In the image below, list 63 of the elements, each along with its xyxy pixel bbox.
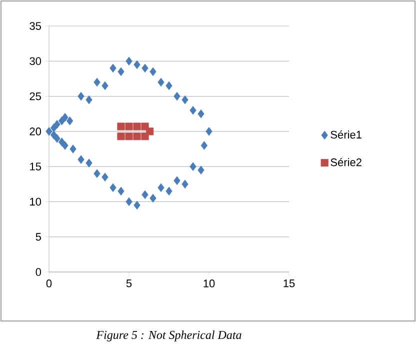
point xyxy=(78,92,84,101)
point xyxy=(150,194,156,203)
point xyxy=(190,106,196,115)
legend-label: Série2 xyxy=(330,158,362,166)
point xyxy=(125,132,133,140)
point xyxy=(54,134,60,143)
point xyxy=(206,127,212,136)
point xyxy=(134,60,140,70)
point xyxy=(142,64,148,73)
point xyxy=(182,180,188,189)
point xyxy=(190,162,196,171)
point xyxy=(198,109,204,118)
point xyxy=(102,172,108,182)
point xyxy=(118,186,124,196)
y-tick-label: 10 xyxy=(30,198,42,206)
point xyxy=(78,155,84,164)
point xyxy=(110,183,116,192)
point xyxy=(174,176,180,186)
y-tick-label: 15 xyxy=(30,162,41,170)
point xyxy=(94,78,100,87)
point xyxy=(158,183,164,192)
point xyxy=(146,128,154,136)
point xyxy=(54,120,60,129)
point xyxy=(66,116,74,126)
point xyxy=(166,186,172,196)
y-tick-label: 20 xyxy=(30,128,42,136)
point xyxy=(158,78,164,87)
legend-label: Série1 xyxy=(330,130,362,139)
point xyxy=(102,81,108,90)
point xyxy=(182,95,188,104)
point xyxy=(118,67,124,76)
point xyxy=(133,122,141,130)
y-tick-label: 30 xyxy=(30,57,42,66)
point xyxy=(125,122,133,130)
point xyxy=(86,95,92,104)
x-tick-label: 5 xyxy=(126,280,132,288)
point xyxy=(117,132,125,140)
point xyxy=(150,67,156,76)
point xyxy=(110,64,116,73)
point xyxy=(94,169,100,178)
y-tick-label: 5 xyxy=(36,233,41,241)
x-tick-label: 10 xyxy=(204,280,215,288)
y-tick-label: 0 xyxy=(36,268,42,276)
y-tick-label: 35 xyxy=(30,22,41,30)
point xyxy=(46,127,52,136)
x-tick-label: 0 xyxy=(46,280,52,288)
y-tick-label: 25 xyxy=(30,92,41,100)
point xyxy=(117,122,125,130)
point xyxy=(133,132,141,140)
point xyxy=(126,197,132,206)
point xyxy=(174,92,180,101)
point xyxy=(62,141,68,150)
point xyxy=(198,166,204,174)
point xyxy=(70,144,76,154)
point xyxy=(166,81,172,90)
point xyxy=(126,56,132,66)
point xyxy=(200,141,208,150)
x-tick-label: 15 xyxy=(284,280,295,288)
point xyxy=(134,200,140,210)
caption: Figure 5 : Not Spherical Data xyxy=(96,330,242,342)
point xyxy=(142,190,148,200)
point xyxy=(86,158,92,168)
point xyxy=(62,112,68,122)
